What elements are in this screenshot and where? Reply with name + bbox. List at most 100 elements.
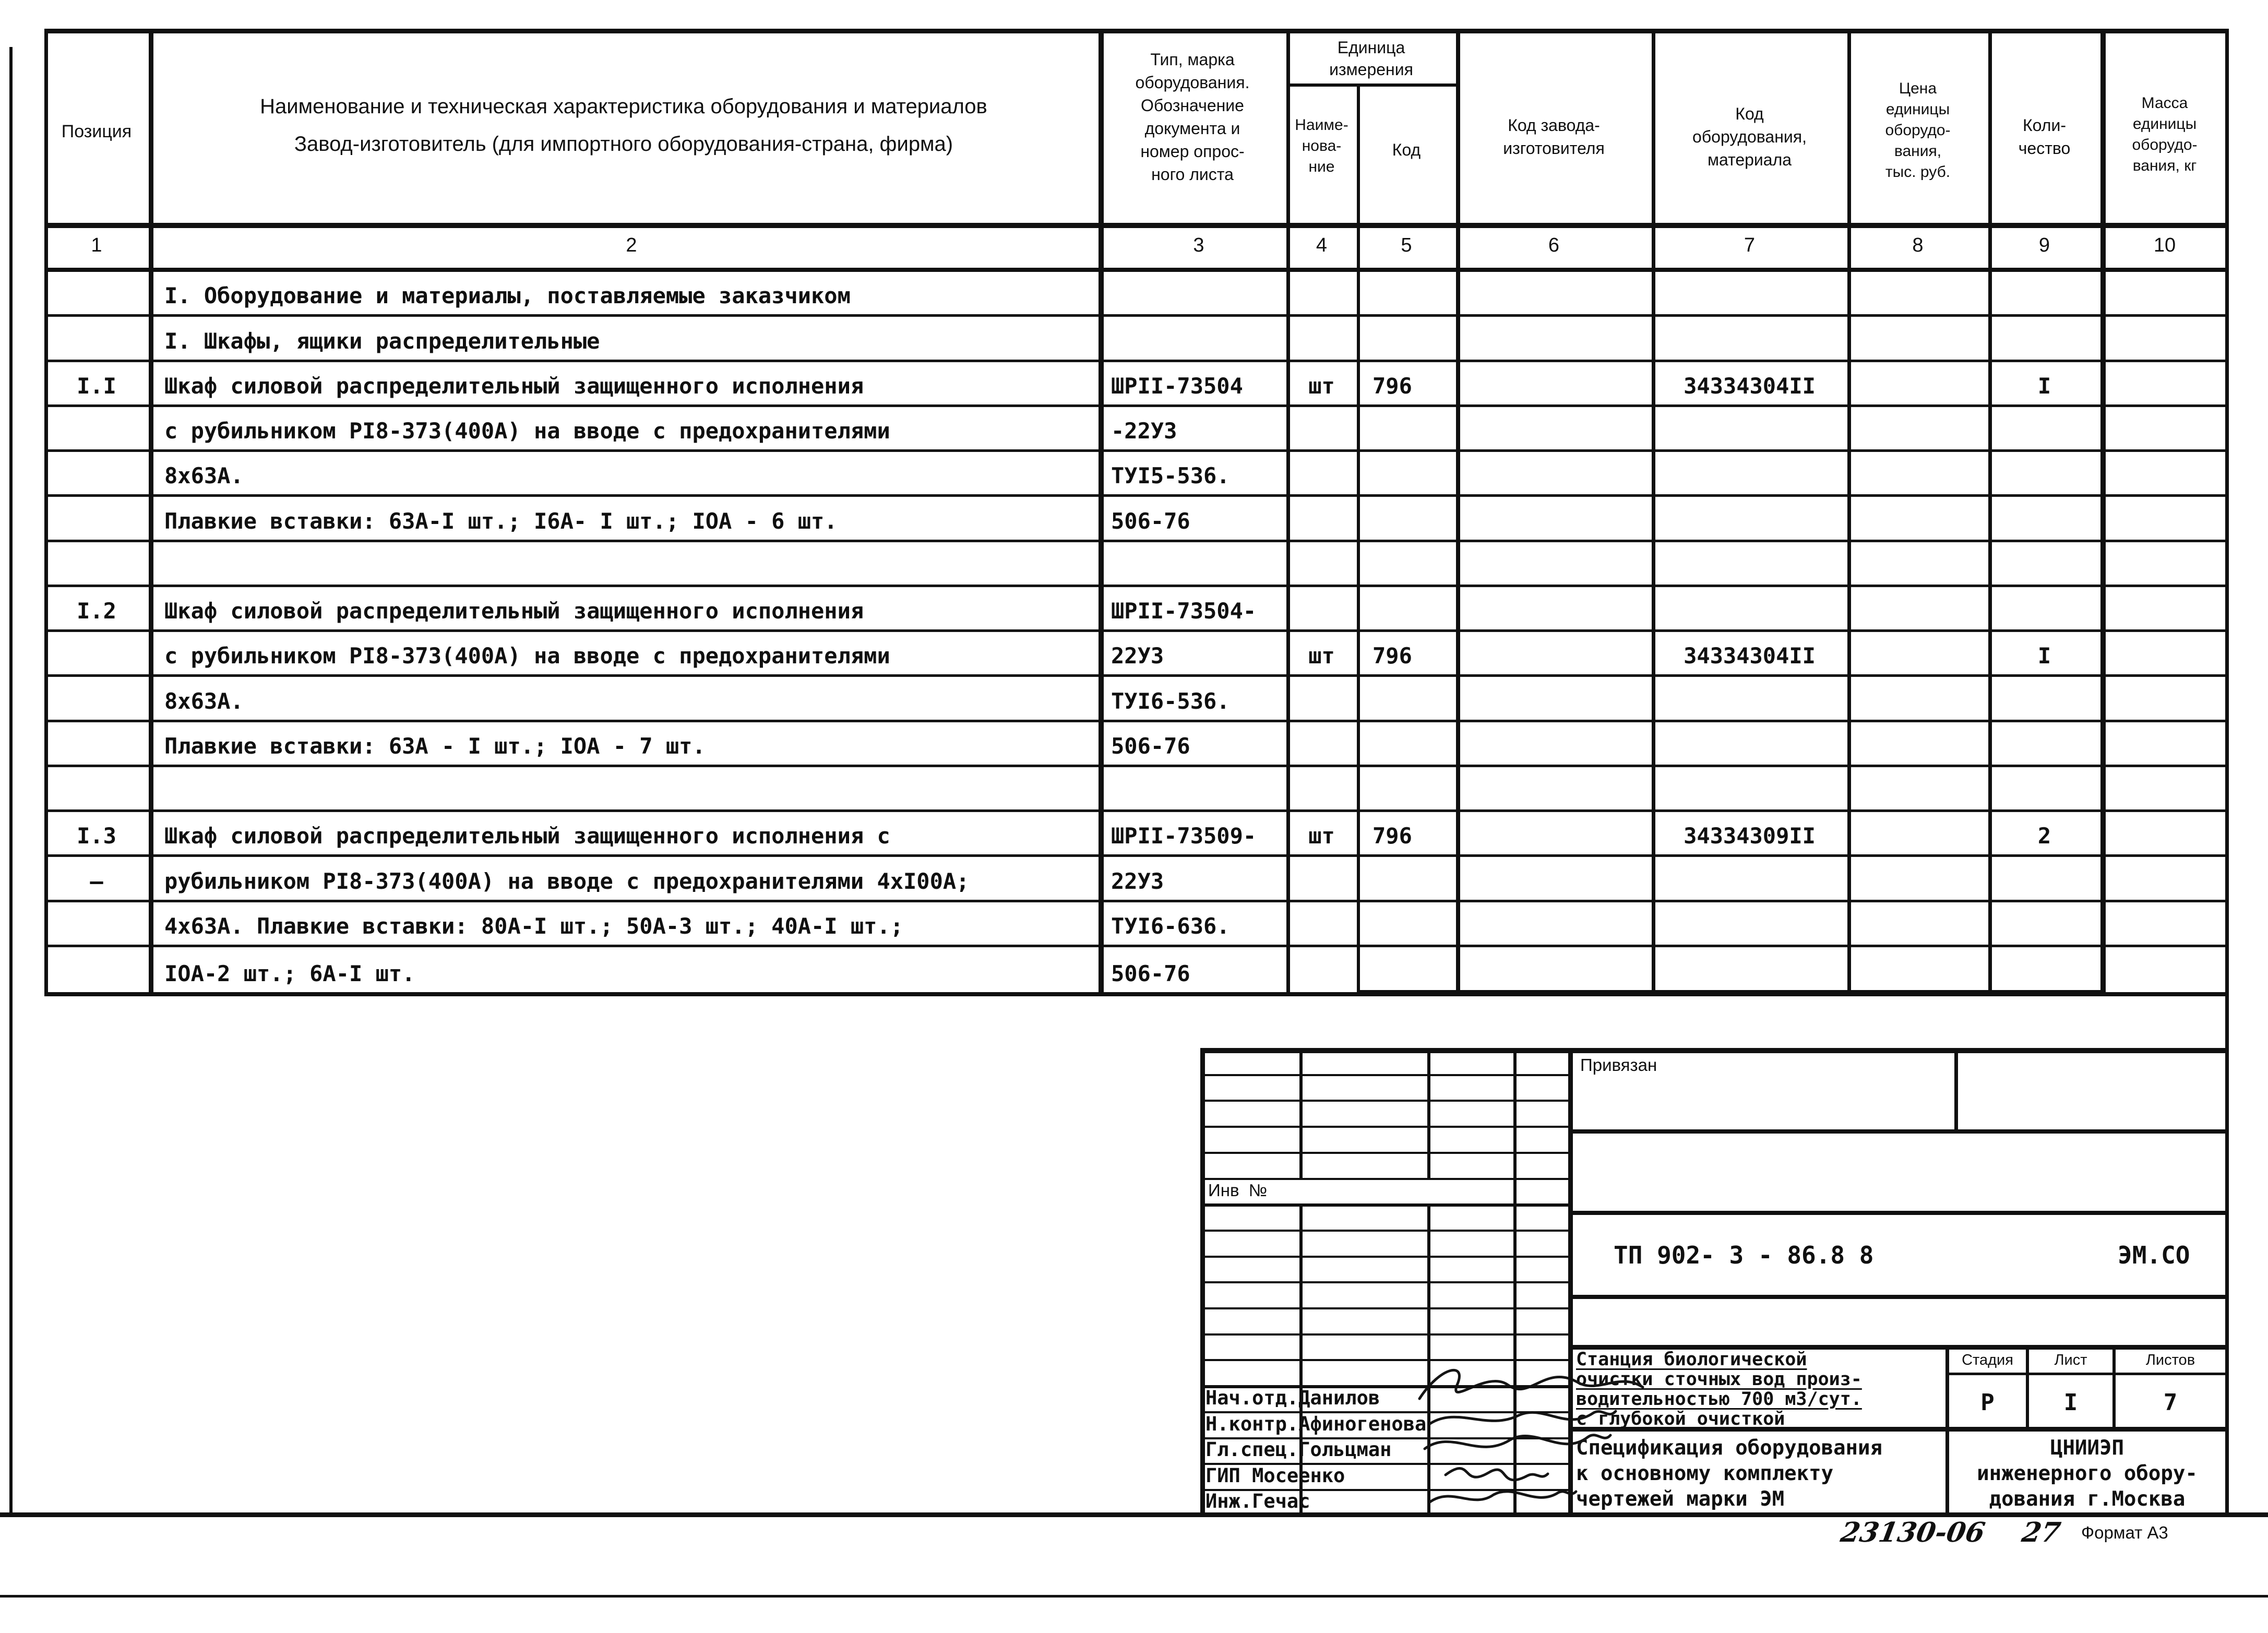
cell-position: – xyxy=(90,868,103,894)
cell-mass xyxy=(2100,442,2229,449)
cell-name: Шкаф силовой распределительный защищенно… xyxy=(164,823,890,849)
ruled-line xyxy=(1200,1359,1568,1361)
format-label: Формат А3 xyxy=(2081,1523,2168,1542)
ruled-line xyxy=(1299,1204,1303,1512)
cell-name: рубильником РI8-373(400А) на вводе с пре… xyxy=(164,868,970,894)
cell-name: Плавкие вставки: 63А-I шт.; I6А- I шт.; … xyxy=(164,508,838,534)
column-number: 9 xyxy=(2038,234,2050,256)
cell-mass xyxy=(2100,802,2229,809)
ruled-line xyxy=(44,223,2229,228)
column-number-row: 1 2 3 4 5 6 7 8 9 10 xyxy=(44,223,2229,268)
signature-goltsman xyxy=(1423,1434,1612,1450)
cell-price xyxy=(1847,712,1988,720)
ruled-line xyxy=(1200,1437,1568,1439)
cell-unit: шт xyxy=(1308,643,1335,669)
ruled-line xyxy=(1200,1385,1568,1388)
ruled-line xyxy=(1200,1178,1568,1180)
cell-position xyxy=(44,442,149,449)
cell-price xyxy=(1847,937,1988,945)
cell-price xyxy=(1847,577,1988,585)
cell-unit-code xyxy=(1357,352,1456,360)
privyazan-label: Привязан xyxy=(1580,1055,1657,1075)
cell-mass xyxy=(2100,892,2229,900)
cell-mass xyxy=(2100,532,2229,540)
cell-position: I.3 xyxy=(77,823,116,849)
ruled-line xyxy=(1200,1126,1568,1128)
cell-price xyxy=(1847,352,1988,360)
ruled-line xyxy=(1200,1281,1568,1283)
ruled-line xyxy=(1200,1411,1568,1413)
cell-unit xyxy=(1286,352,1357,360)
cell-unit-code xyxy=(1357,577,1456,585)
cell-quantity xyxy=(1988,712,2100,720)
cell-price xyxy=(1847,487,1988,494)
cell-mass xyxy=(2100,622,2229,629)
cell-quantity xyxy=(1988,352,2100,360)
cell-name xyxy=(149,802,1099,809)
cell-factory-code xyxy=(1456,397,1652,404)
cell-factory-code xyxy=(1456,532,1652,540)
cell-position xyxy=(44,352,149,360)
ruled-line xyxy=(1099,29,1104,996)
ruled-line xyxy=(1945,1345,1949,1512)
table-row: IОА-2 шт.; 6А-I шт. 506-76 xyxy=(44,947,2229,992)
cell-position xyxy=(44,937,149,945)
cell-quantity: 2 xyxy=(2037,823,2051,849)
cell-unit xyxy=(1286,487,1357,494)
cell-type-mark: -22У3 xyxy=(1111,418,1177,444)
cell-unit-code xyxy=(1357,937,1456,945)
cell-name: IОА-2 шт.; 6А-I шт. xyxy=(164,961,415,986)
table-row: 8х63А. ТУI5-536. xyxy=(44,452,2229,497)
cell-price xyxy=(1847,757,1988,765)
cell-mass xyxy=(2100,847,2229,854)
ruled-line xyxy=(1200,1307,1568,1309)
cell-unit xyxy=(1286,577,1357,585)
column-number: 2 xyxy=(626,234,637,256)
column-number: 4 xyxy=(1316,234,1328,256)
ruled-line xyxy=(1200,1463,1568,1465)
cell-unit-code xyxy=(1357,622,1456,629)
cell-equip-code xyxy=(1652,577,1847,585)
header-factory-code: Код завода- изготовителя xyxy=(1503,116,1605,158)
cell-name: 8х63А. xyxy=(164,688,244,714)
ruled-line xyxy=(1200,1230,1568,1232)
cell-equip-code xyxy=(1652,802,1847,809)
header-price: Цена единицы оборудо- вания, тыс. руб. xyxy=(1885,80,1951,181)
cell-quantity xyxy=(1988,622,2100,629)
cell-equip-code xyxy=(1652,307,1847,314)
cell-unit-code xyxy=(1357,892,1456,900)
cell-unit xyxy=(1286,712,1357,720)
ruled-line xyxy=(9,47,13,1513)
ruled-line xyxy=(1945,1373,2229,1375)
table-row: Плавкие вставки: 63А - I шт.; IОА - 7 шт… xyxy=(44,722,2229,767)
cell-equip-code xyxy=(1652,352,1847,360)
header-type-mark: Тип, марка оборудования. Обозначение док… xyxy=(1135,50,1250,184)
cell-position xyxy=(44,802,149,809)
cell-type-mark: ШРII-73504 xyxy=(1111,373,1243,399)
cell-factory-code xyxy=(1456,667,1652,674)
table-row: 8х63А. ТУI6-536. xyxy=(44,677,2229,722)
cell-unit xyxy=(1286,892,1357,900)
ruled-line xyxy=(1954,1048,1958,1131)
cell-name xyxy=(149,577,1099,585)
column-number: 10 xyxy=(2153,234,2176,256)
stage-label: Стадия xyxy=(1962,1352,2013,1368)
ruled-line xyxy=(1427,1048,1430,1178)
cell-type-mark: 506-76 xyxy=(1111,508,1190,534)
ruled-line xyxy=(1200,1048,1205,1512)
cell-type-mark: 22У3 xyxy=(1111,868,1164,894)
cell-position xyxy=(44,487,149,494)
cell-quantity xyxy=(1988,487,2100,494)
organization-name: ЦНИИЭП инженерного обору- дования г.Моск… xyxy=(1977,1436,2198,1511)
cell-unit xyxy=(1286,802,1357,809)
ruled-line xyxy=(1286,84,1456,87)
cell-type-mark xyxy=(1099,577,1286,585)
signature-gechas xyxy=(1428,1490,1578,1504)
cell-position xyxy=(44,667,149,674)
cell-position: I.I xyxy=(77,373,116,399)
cell-equip-code: 34334304II xyxy=(1684,643,1816,669)
cell-name: Шкаф силовой распределительный защищенно… xyxy=(164,373,864,399)
table-row xyxy=(44,767,2229,812)
cell-quantity xyxy=(1988,802,2100,809)
document-title: Спецификация оборудования к основному ко… xyxy=(1576,1436,1882,1511)
